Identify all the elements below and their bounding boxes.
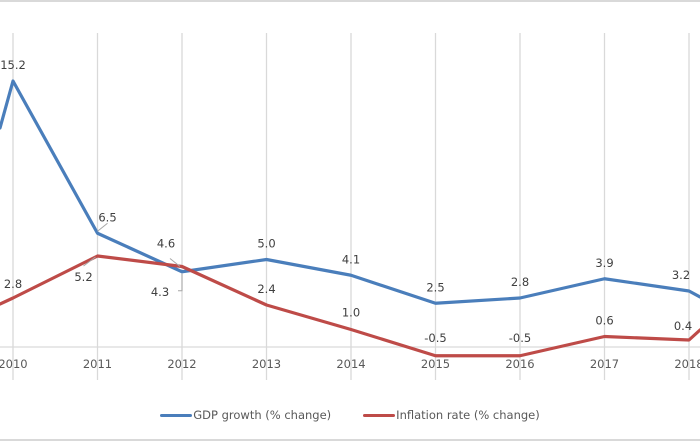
data-label-gdp-2013: 5.0	[257, 237, 275, 251]
x-tick-2016: 2016	[505, 357, 534, 371]
x-tick-2018: 2018	[674, 357, 700, 371]
data-label-inflation-2012: 4.6	[157, 237, 175, 251]
legend-label-gdp: GDP growth (% change)	[193, 408, 332, 422]
legend-swatch-inflation	[363, 413, 396, 417]
series-line-inflation	[0, 254, 700, 358]
legend-label-inflation: Inflation rate (% change)	[396, 408, 540, 422]
x-tick-2015: 2015	[421, 357, 450, 371]
data-label-gdp-2011: 6.5	[98, 210, 116, 224]
data-label-gdp-2015: 2.5	[426, 280, 444, 294]
legend-item-gdp[interactable]: GDP growth (% change)	[160, 408, 331, 422]
leader-gdp-2012	[178, 273, 183, 292]
data-label-gdp-2010: 15.2	[0, 58, 26, 72]
legend-swatch-gdp	[160, 413, 193, 417]
leader-inflation-2012	[169, 258, 181, 267]
leader-gdp-2011	[97, 222, 108, 232]
series-line-gdp	[0, 79, 700, 305]
x-tick-2010: 2010	[0, 357, 28, 371]
x-tick-2013: 2013	[252, 357, 281, 371]
legend-item-inflation[interactable]: Inflation rate (% change)	[363, 408, 540, 422]
data-label-inflation-2010: 2.8	[4, 277, 22, 291]
legend: GDP growth (% change) Inflation rate (% …	[0, 408, 700, 422]
x-tick-labels: 2010 2011 2012 2013 2014 2015 2016 2017 2018	[0, 357, 700, 371]
x-tick-2014: 2014	[336, 357, 365, 371]
x-tick-2012: 2012	[167, 357, 196, 371]
data-label-gdp-2016: 2.8	[511, 275, 529, 289]
gridlines	[12, 33, 690, 380]
data-label-inflation-2013: 2.4	[257, 282, 275, 296]
data-label-inflation-2015: -0.5	[424, 331, 446, 345]
data-label-inflation-2014: 1.0	[342, 306, 360, 320]
data-labels: 15.2 6.5 4.3 5.0 4.1 2.5 2.8 3.9 3.2 2.8 5.2 4.6 2.4…	[0, 58, 692, 345]
series	[0, 79, 700, 358]
data-label-gdp-2012: 4.3	[151, 285, 169, 299]
data-label-inflation-2016: -0.5	[509, 331, 531, 345]
data-label-inflation-2011: 5.2	[74, 270, 92, 284]
data-label-inflation-2018: 0.4	[674, 319, 692, 333]
x-tick-2017: 2017	[590, 357, 619, 371]
data-label-gdp-2018: 3.2	[672, 268, 690, 282]
leader-inflation-2011	[83, 256, 96, 267]
data-label-inflation-2017: 0.6	[595, 314, 613, 328]
x-tick-2011: 2011	[83, 357, 112, 371]
data-label-gdp-2017: 3.9	[595, 256, 613, 270]
data-label-gdp-2014: 4.1	[342, 252, 360, 266]
